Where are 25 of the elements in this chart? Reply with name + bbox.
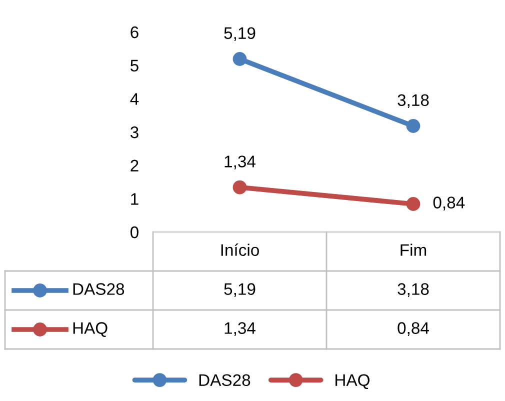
data-label: 1,34: [224, 322, 256, 336]
y-tick-label: 3: [130, 126, 138, 138]
legend-label: DAS28: [73, 283, 124, 295]
text: HAQ: [73, 322, 108, 337]
x-tick-label: Início: [221, 244, 259, 256]
data-label: 3,18: [398, 283, 429, 297]
y-tick-label: 1: [131, 193, 138, 205]
y-tick-label: 2: [130, 160, 138, 172]
legend-label: HAQ: [336, 374, 370, 390]
y-tick-label: 6: [130, 26, 138, 38]
y-tick-label: 4: [130, 93, 139, 105]
point: [406, 197, 420, 211]
text: 5,19: [224, 27, 256, 42]
y-tick-label: 5: [130, 60, 138, 72]
text: 3,18: [398, 94, 429, 108]
text: 1,34: [224, 156, 256, 170]
point: [406, 119, 420, 133]
data-label: 0,84: [398, 322, 429, 336]
x-tick-label: Fim: [400, 244, 426, 256]
text: DAS28: [199, 374, 250, 386]
text: 0,84: [433, 196, 465, 210]
point: [232, 180, 247, 194]
point: [232, 52, 247, 66]
y-tick-label: 0: [130, 226, 138, 238]
data-label: 5,19: [224, 283, 256, 297]
